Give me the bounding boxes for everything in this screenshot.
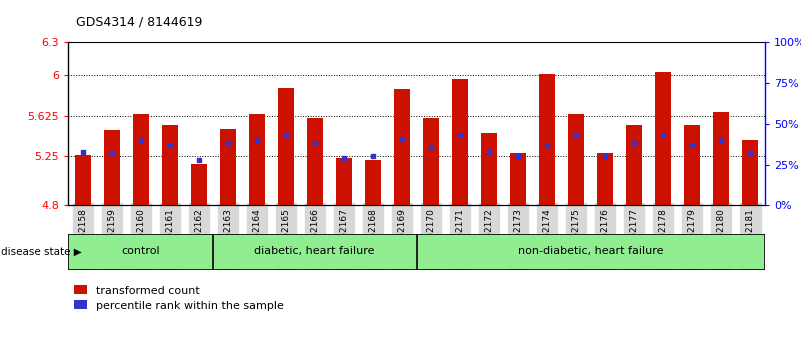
- Point: [308, 141, 321, 146]
- Bar: [539, 74, 555, 205]
- Point: [337, 155, 350, 161]
- Point: [483, 149, 496, 154]
- Bar: [191, 164, 207, 205]
- Point: [657, 132, 670, 138]
- Bar: [162, 125, 178, 205]
- Bar: [598, 153, 614, 205]
- Point: [628, 141, 641, 146]
- Point: [686, 142, 698, 148]
- Text: diabetic, heart failure: diabetic, heart failure: [254, 246, 375, 256]
- Bar: [626, 125, 642, 205]
- Bar: [249, 114, 265, 205]
- Legend: transformed count, percentile rank within the sample: transformed count, percentile rank withi…: [74, 285, 284, 310]
- Point: [280, 132, 292, 138]
- Bar: [336, 158, 352, 205]
- Bar: [74, 155, 91, 205]
- Text: non-diabetic, heart failure: non-diabetic, heart failure: [517, 246, 663, 256]
- Point: [367, 154, 380, 159]
- Bar: [568, 114, 584, 205]
- Text: GDS4314 / 8144619: GDS4314 / 8144619: [76, 15, 203, 28]
- Bar: [133, 114, 149, 205]
- Bar: [394, 89, 410, 205]
- Point: [251, 137, 264, 143]
- Point: [163, 142, 176, 148]
- Bar: [714, 112, 730, 205]
- Point: [570, 132, 582, 138]
- Bar: [103, 130, 119, 205]
- Point: [192, 157, 205, 162]
- Bar: [365, 160, 381, 205]
- Bar: [423, 119, 439, 205]
- Point: [715, 137, 728, 143]
- Bar: [510, 153, 526, 205]
- Point: [76, 149, 89, 154]
- Bar: [452, 79, 468, 205]
- Text: control: control: [121, 246, 159, 256]
- Point: [453, 132, 466, 138]
- Text: disease state ▶: disease state ▶: [1, 246, 82, 256]
- Point: [105, 150, 118, 156]
- Point: [599, 154, 612, 159]
- Point: [744, 150, 757, 156]
- Bar: [307, 119, 323, 205]
- Point: [396, 136, 409, 141]
- Point: [541, 142, 553, 148]
- Bar: [684, 125, 700, 205]
- Bar: [743, 140, 759, 205]
- Point: [221, 141, 234, 146]
- Bar: [278, 88, 294, 205]
- Point: [135, 137, 147, 143]
- Bar: [219, 129, 235, 205]
- Bar: [655, 72, 671, 205]
- Bar: [481, 133, 497, 205]
- Point: [425, 144, 437, 149]
- Point: [512, 154, 525, 159]
